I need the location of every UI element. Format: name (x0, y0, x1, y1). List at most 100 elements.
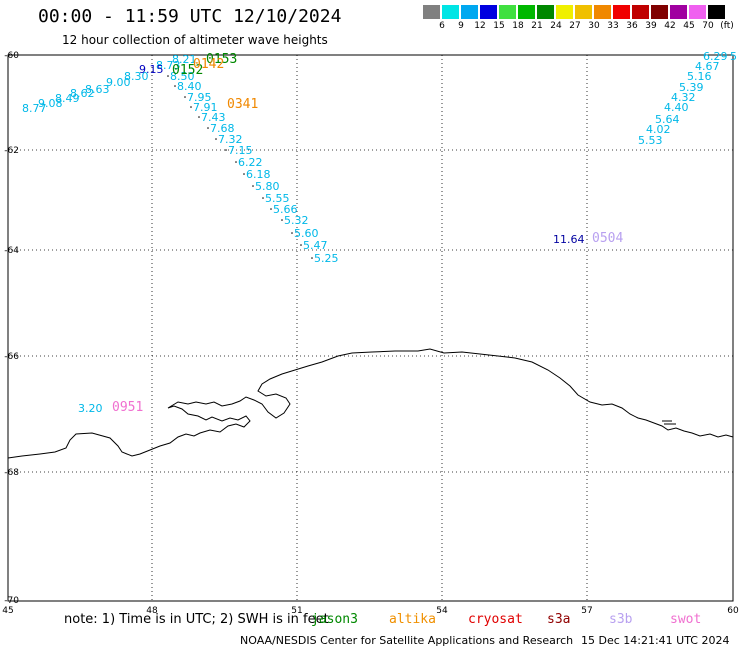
legend-label: 24 (550, 21, 562, 31)
track-value-label: 5.55 (265, 192, 290, 205)
track-value-label: 5 (730, 50, 737, 63)
pass-time-label: 0504 (592, 231, 624, 246)
legend-swatch (594, 5, 611, 19)
pass-time-label: 0153 (206, 52, 238, 67)
track-value-label: 7.91 (193, 101, 218, 114)
point-value-label: 11.64 (553, 233, 585, 246)
track-value-label: 5.53 (638, 134, 663, 147)
satellite-name: altika (389, 612, 436, 627)
legend-label: 18 (512, 21, 524, 31)
track-value-label: 8.63 (85, 83, 110, 96)
pass-time-label: 0152 (172, 63, 204, 78)
track-value-label: 4.40 (664, 101, 689, 114)
track-value-label: 9.00 (106, 76, 131, 89)
track-value-label: 5.64 (655, 113, 680, 126)
track-value-label: 7.15 (228, 144, 253, 157)
track-point (235, 161, 237, 163)
track-value-label: 8.40 (177, 80, 202, 93)
track-point (270, 208, 272, 210)
legend-swatch (632, 5, 649, 19)
legend-swatch (651, 5, 668, 19)
point-value-label: 3.20 (78, 402, 103, 415)
track-value-label: 5.80 (255, 180, 280, 193)
track-point (252, 185, 254, 187)
legend-swatch (613, 5, 630, 19)
track-point (184, 96, 186, 98)
longitude-label: 51 (291, 606, 302, 616)
track-value-label: 8.49 (55, 92, 80, 105)
track-point (190, 106, 192, 108)
track-point (198, 116, 200, 118)
track-value-label: 7.68 (210, 122, 235, 135)
track-value-label: 6.29 (703, 50, 728, 63)
longitude-label: 45 (2, 606, 13, 616)
track-value-label: 7.32 (218, 133, 243, 146)
track-value-label: 5.16 (687, 70, 712, 83)
track-point (291, 232, 293, 234)
track-value-label: 5.60 (294, 227, 319, 240)
legend-unit: (ft) (720, 21, 734, 31)
legend-swatch (499, 5, 516, 19)
track-point (215, 138, 217, 140)
legend-label: 42 (664, 21, 676, 31)
pass-time-label: 0341 (227, 97, 259, 112)
track-value-label: 4.67 (695, 60, 720, 73)
latitude-label: -62 (4, 146, 19, 156)
latitude-label: -66 (4, 352, 19, 362)
legend-label: 36 (626, 21, 638, 31)
track-value-label: 5.66 (273, 203, 298, 216)
antarctic-coastline (7, 348, 734, 459)
footnote: note: 1) Time is in UTC; 2) SWH is in fe… (64, 612, 329, 627)
satellite-name: cryosat (468, 612, 523, 627)
legend-label: 45 (683, 21, 695, 31)
track-point (167, 75, 169, 77)
track-point (300, 244, 302, 246)
track-value-label: 5.25 (314, 252, 339, 265)
track-value-label: 4.02 (646, 123, 671, 136)
track-value-label: 5.32 (284, 214, 309, 227)
track-point (311, 257, 313, 259)
track-value-label: 8.50 (170, 70, 195, 83)
point-value-label: 9.15 (139, 63, 164, 76)
track-value-label: 6.18 (246, 168, 271, 181)
track-points (167, 75, 313, 259)
legend-label: 15 (493, 21, 505, 31)
credit-text: NOAA/NESDIS Center for Satellite Applica… (240, 634, 574, 647)
legend-label: 30 (588, 21, 600, 31)
legend-label: 21 (531, 21, 543, 31)
satellite-name: s3b (609, 612, 633, 627)
map-frame (7, 54, 734, 602)
legend-swatch (480, 5, 497, 19)
legend-swatch (670, 5, 687, 19)
legend-label: 70 (702, 21, 714, 31)
latitude-label: -68 (4, 468, 19, 478)
track-point (174, 85, 176, 87)
legend-swatch (461, 5, 478, 19)
track-point (262, 197, 264, 199)
track-value-label: 4.32 (671, 91, 696, 104)
satellite-name: swot (670, 612, 702, 627)
latitude-label: -64 (4, 246, 19, 256)
legend-swatch (537, 5, 554, 19)
track-value-label: 5.47 (303, 239, 328, 252)
satellite-name: s3a (547, 612, 571, 627)
legend-label: 9 (458, 21, 464, 31)
track-value-label: 8.73 (156, 59, 181, 72)
track-value-label: 7.95 (187, 91, 212, 104)
track-point (225, 149, 227, 151)
track-value-label: 8.30 (124, 70, 149, 83)
legend-label: 27 (569, 21, 581, 31)
track-value-label: 7.43 (201, 111, 226, 124)
longitude-label: 54 (436, 606, 448, 616)
map-title: 00:00 - 11:59 UTC 12/10/2024 (38, 6, 342, 27)
track-value-label: 8.62 (70, 87, 95, 100)
track-value-label: 6.22 (238, 156, 263, 169)
track-value-label: 8.77 (22, 102, 47, 115)
legend-label: 12 (474, 21, 486, 31)
satellite-name: jason3 (311, 612, 358, 627)
track-point (243, 173, 245, 175)
legend-swatch (708, 5, 725, 19)
legend-swatch (689, 5, 706, 19)
